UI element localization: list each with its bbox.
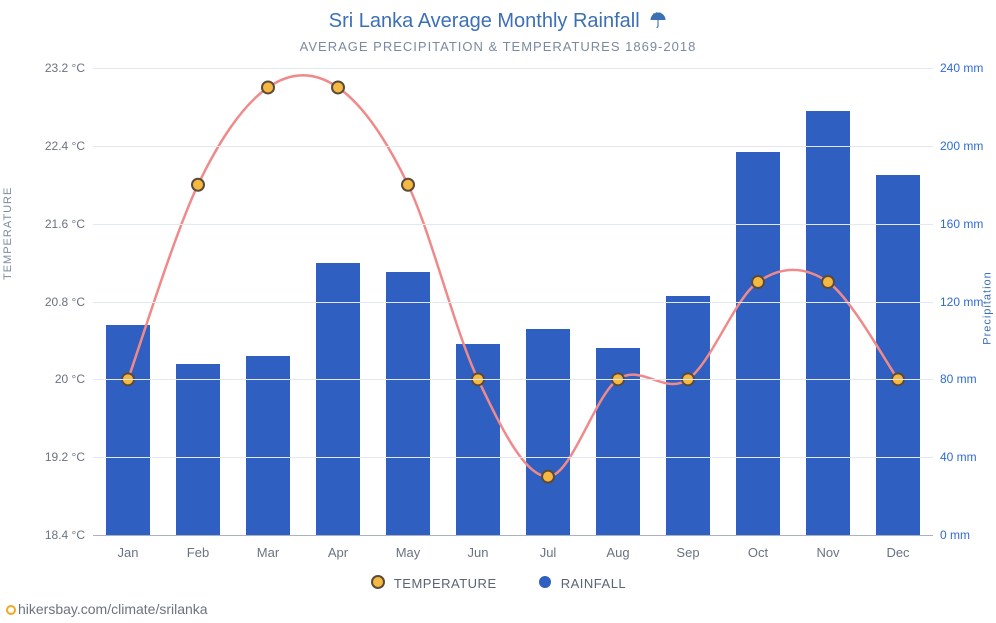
legend-rainfall: RAINFALL xyxy=(537,574,626,593)
left-tick-label: 18.4 °C xyxy=(25,528,85,542)
gridline xyxy=(93,379,933,380)
plot-area: TEMPERATURE Precipitation JanFebMarAprMa… xyxy=(93,68,933,535)
gridline xyxy=(93,224,933,225)
gridline xyxy=(93,535,933,536)
legend: TEMPERATURE RAINFALL xyxy=(0,574,996,593)
legend-temperature: TEMPERATURE xyxy=(370,574,497,593)
month-label: Feb xyxy=(187,545,209,560)
gridline xyxy=(93,457,933,458)
month-label: Jul xyxy=(540,545,557,560)
month-label: Jan xyxy=(118,545,139,560)
left-tick-label: 20 °C xyxy=(25,372,85,386)
month-label: Oct xyxy=(748,545,768,560)
title-text: Sri Lanka Average Monthly Rainfall xyxy=(329,10,640,32)
month-label: Apr xyxy=(328,545,348,560)
left-tick-label: 19.2 °C xyxy=(25,450,85,464)
legend-temperature-label: TEMPERATURE xyxy=(394,576,497,591)
right-tick-label: 240 mm xyxy=(940,61,995,75)
right-tick-label: 160 mm xyxy=(940,217,995,231)
legend-rainfall-label: RAINFALL xyxy=(561,576,626,591)
pin-icon xyxy=(6,605,16,615)
month-label: Mar xyxy=(257,545,279,560)
left-axis-title: TEMPERATURE xyxy=(2,186,14,279)
gridline xyxy=(93,146,933,147)
left-tick-label: 20.8 °C xyxy=(25,295,85,309)
umbrella-icon xyxy=(649,11,667,35)
gridline xyxy=(93,68,933,69)
right-tick-label: 120 mm xyxy=(940,295,995,309)
right-tick-label: 80 mm xyxy=(940,372,995,386)
chart-title: Sri Lanka Average Monthly Rainfall xyxy=(0,10,996,35)
month-label: Sep xyxy=(676,545,699,560)
rainfall-temperature-chart: Sri Lanka Average Monthly Rainfall AVERA… xyxy=(0,0,996,623)
left-tick-label: 23.2 °C xyxy=(25,61,85,75)
left-tick-label: 22.4 °C xyxy=(25,139,85,153)
gridline xyxy=(93,302,933,303)
month-label: Dec xyxy=(886,545,909,560)
right-tick-label: 0 mm xyxy=(940,528,995,542)
legend-temperature-swatch xyxy=(370,574,386,593)
attribution-text: hikersbay.com/climate/srilanka xyxy=(18,601,208,617)
right-tick-label: 200 mm xyxy=(940,139,995,153)
right-tick-label: 40 mm xyxy=(940,450,995,464)
month-label: Nov xyxy=(816,545,839,560)
month-label: Aug xyxy=(606,545,629,560)
left-tick-label: 21.6 °C xyxy=(25,217,85,231)
title-block: Sri Lanka Average Monthly Rainfall AVERA… xyxy=(0,0,996,54)
chart-subtitle: AVERAGE PRECIPITATION & TEMPERATURES 186… xyxy=(0,39,996,54)
attribution[interactable]: hikersbay.com/climate/srilanka xyxy=(6,601,208,617)
month-label: Jun xyxy=(468,545,489,560)
legend-rainfall-swatch xyxy=(537,574,553,593)
month-label: May xyxy=(396,545,421,560)
